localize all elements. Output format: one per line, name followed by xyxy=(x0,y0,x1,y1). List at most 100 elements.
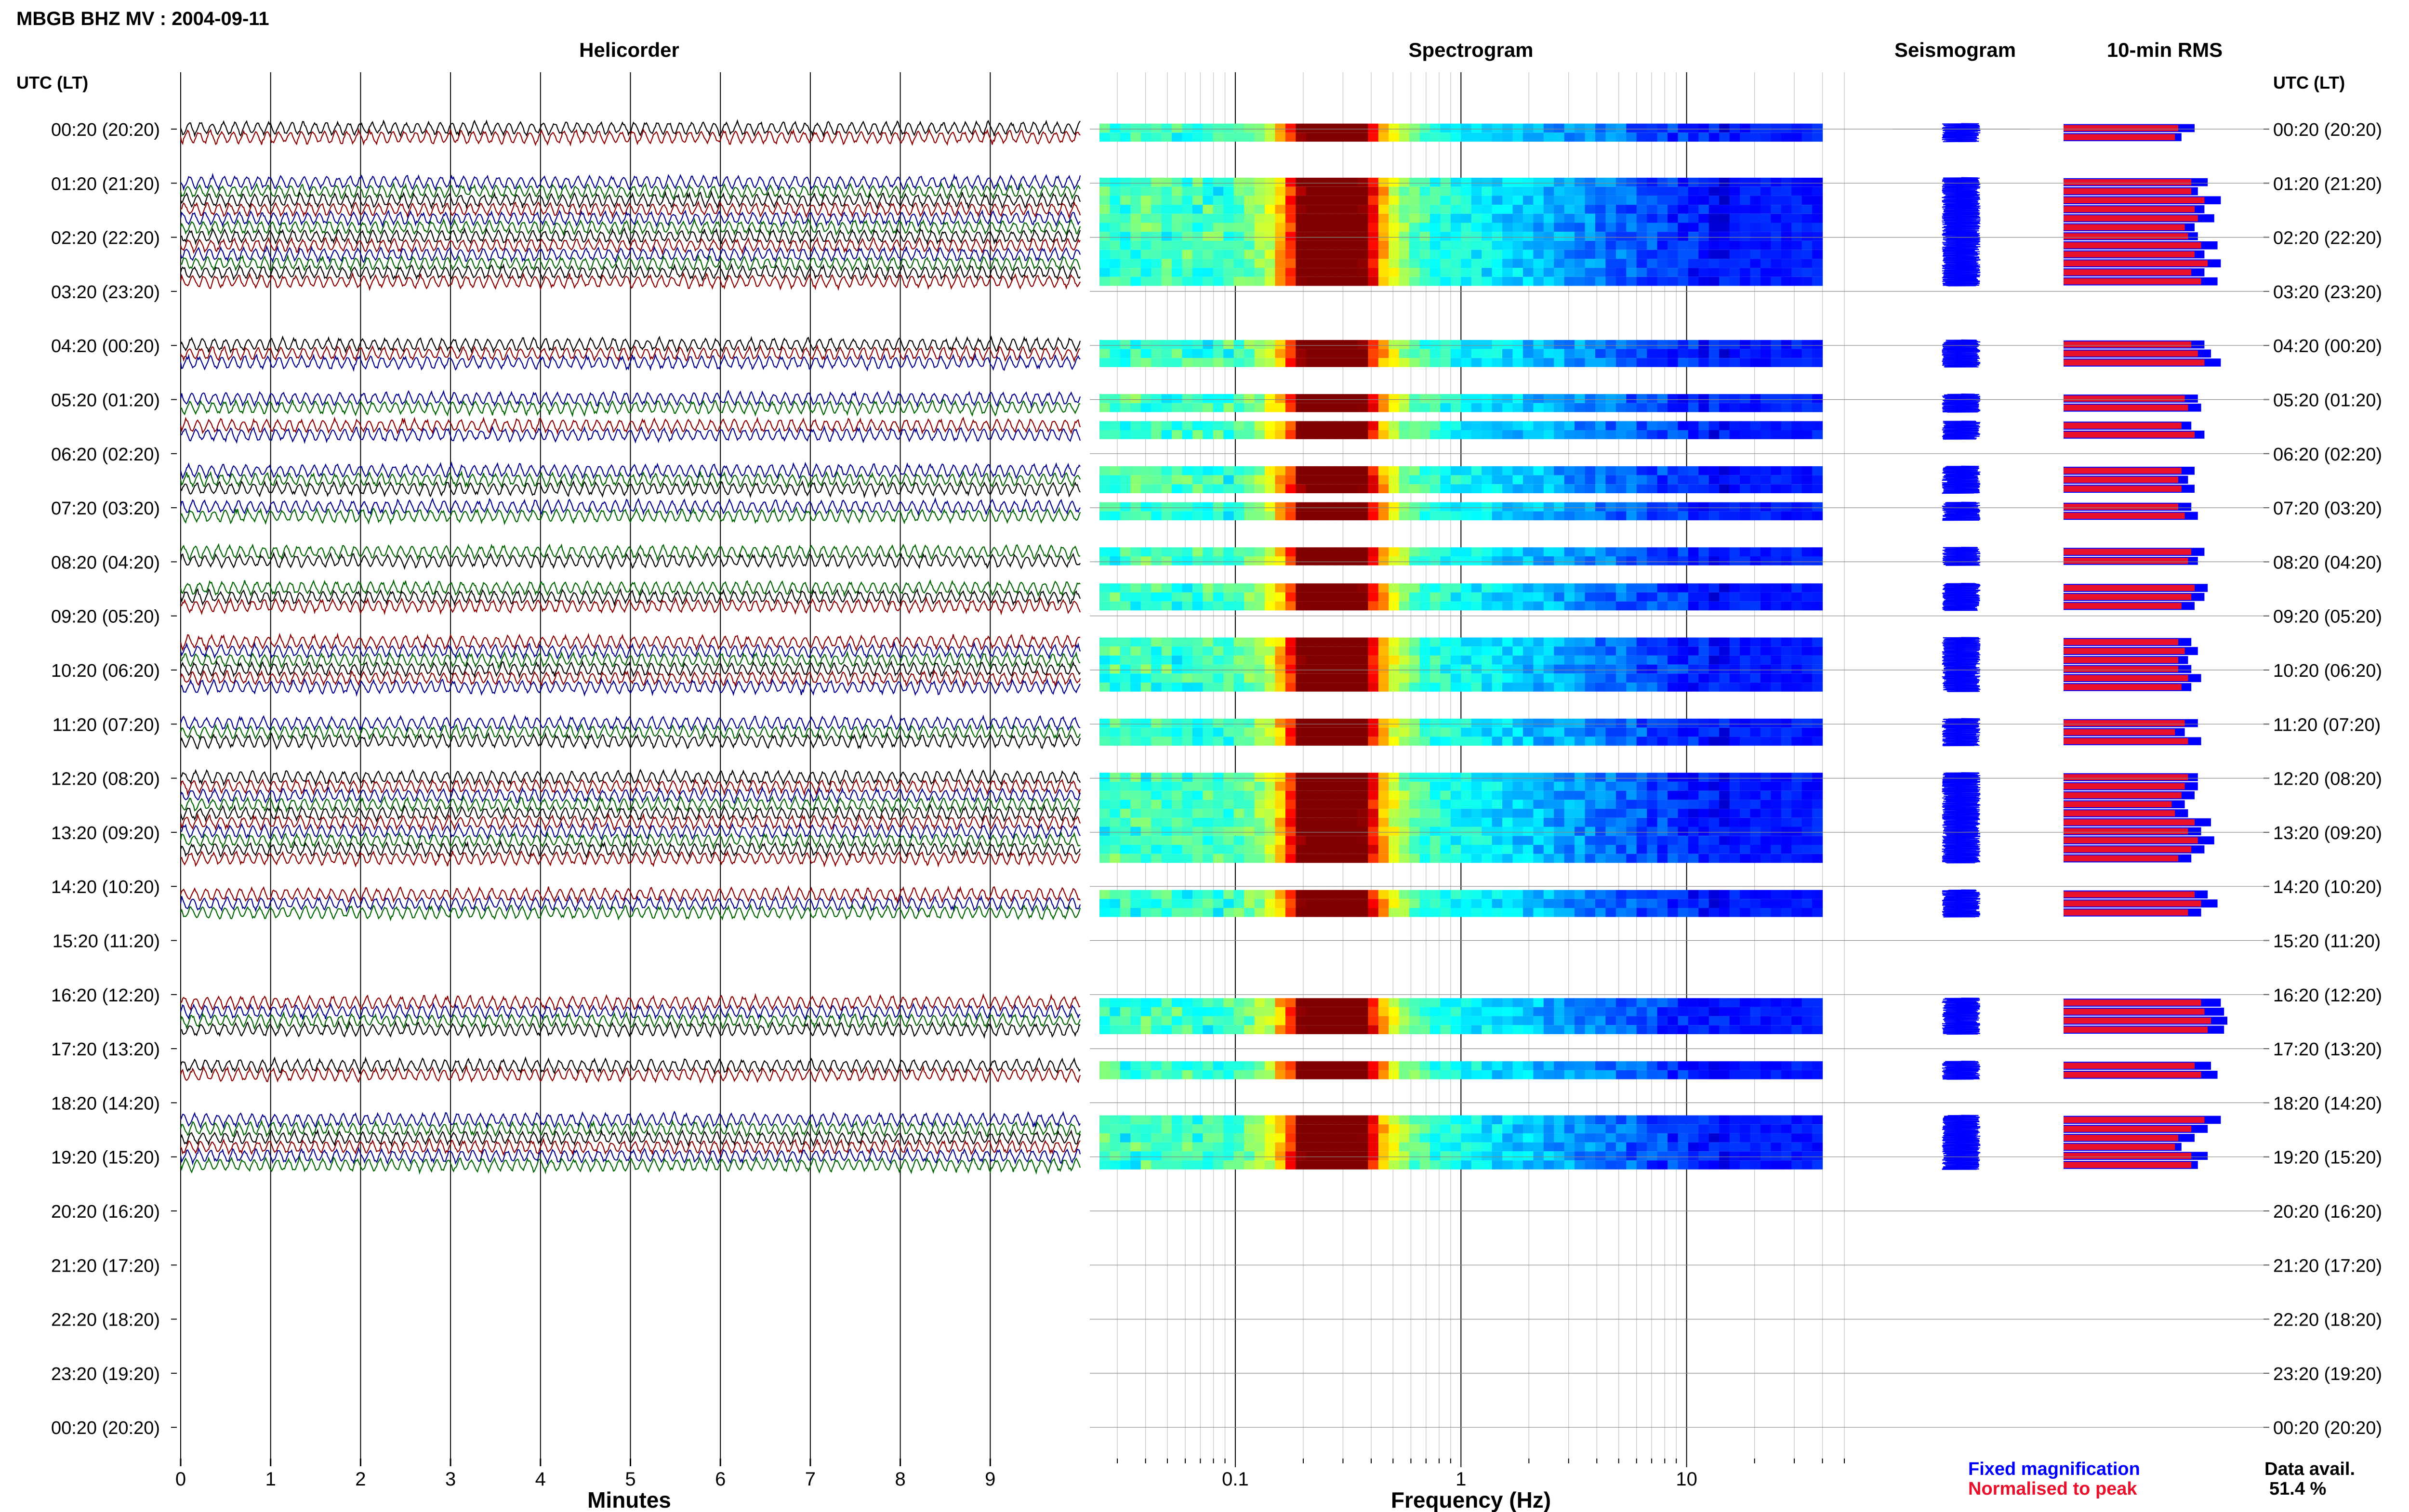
spectrogram-cell xyxy=(1708,601,1720,611)
spectrogram-cell xyxy=(1482,718,1493,728)
spectrogram-cell xyxy=(1791,718,1802,728)
spectrogram-cell xyxy=(1151,782,1162,791)
spectrogram-cell xyxy=(1688,177,1699,187)
spectrogram-cell xyxy=(1378,899,1389,908)
spectrogram-cell xyxy=(1647,502,1658,512)
spectrogram-cell xyxy=(1615,655,1627,665)
spectrogram-cell xyxy=(1502,683,1513,692)
spectrogram-cell xyxy=(1564,421,1575,430)
spectrogram-cell xyxy=(1389,809,1400,818)
spectrogram-cell xyxy=(1482,268,1493,277)
spectrogram-cell xyxy=(1585,241,1596,250)
spectrogram-cell xyxy=(1719,1160,1730,1170)
spectrogram-cell xyxy=(1409,1151,1420,1160)
spectrogram-cell xyxy=(1285,349,1296,358)
spectrogram-cell xyxy=(1182,394,1193,403)
spectrogram-cell xyxy=(1492,1160,1503,1170)
spectrogram-cell xyxy=(1161,403,1172,412)
spectrogram-cell xyxy=(1368,177,1379,187)
rms-bar-normalised xyxy=(2064,359,2205,366)
spectrogram-cell xyxy=(1708,1133,1720,1143)
spectrogram-cell xyxy=(1657,583,1668,592)
spectrogram-cell xyxy=(1099,592,1110,602)
spectrogram-cell xyxy=(1522,223,1534,232)
spectrogram-cell xyxy=(1151,268,1162,277)
spectrogram-cell xyxy=(1678,1070,1689,1079)
spectrogram-cell xyxy=(1172,268,1183,277)
spectrogram-cell xyxy=(1605,655,1616,665)
spectrogram-cell xyxy=(1233,773,1244,782)
spectrogram-cell xyxy=(1130,998,1141,1007)
spectrogram-cell xyxy=(1110,683,1121,692)
spectrogram-cell xyxy=(1099,1061,1110,1070)
spectrogram-cell xyxy=(1668,1133,1679,1143)
spectrogram-cell xyxy=(1543,809,1554,818)
spectrogram-cell xyxy=(1585,673,1596,683)
spectrogram-cell xyxy=(1615,547,1627,556)
spectrogram-cell xyxy=(1430,809,1441,818)
spectrogram-cell xyxy=(1492,800,1503,809)
spectrogram-cell xyxy=(1533,736,1544,746)
spectrogram-cell xyxy=(1461,727,1472,737)
spectrogram-cell xyxy=(1522,123,1534,133)
rms-bar-normalised xyxy=(2064,179,2192,185)
spectrogram-cell xyxy=(1192,349,1203,358)
spectrogram-cell xyxy=(1750,727,1761,737)
spectrogram-cell xyxy=(1203,1070,1214,1079)
spectrogram-cell xyxy=(1678,782,1689,791)
spectrogram-cell xyxy=(1812,223,1823,232)
spectrogram-cell xyxy=(1626,132,1637,142)
spectrogram-cell xyxy=(1285,358,1296,367)
spectrogram-cell xyxy=(1213,1016,1224,1026)
spectrogram-cell xyxy=(1378,1133,1389,1143)
spectrogram-cell xyxy=(1389,1133,1400,1143)
spectrogram-cell xyxy=(1595,773,1606,782)
spectrogram-cell xyxy=(1275,592,1286,602)
spectrogram-cell xyxy=(1781,250,1792,259)
spectrogram-cell xyxy=(1326,899,1337,908)
spectrogram-cell xyxy=(1564,213,1575,223)
spectrogram-cell xyxy=(1595,1007,1606,1016)
spectrogram-cell xyxy=(1688,394,1699,403)
spectrogram-cell xyxy=(1502,177,1513,187)
spectrogram-cell xyxy=(1564,727,1575,737)
spectrogram-cell xyxy=(1564,998,1575,1007)
spectrogram-cell xyxy=(1233,276,1244,286)
spectrogram-cell xyxy=(1729,123,1740,133)
spectrogram-cell xyxy=(1461,466,1472,475)
spectrogram-cell xyxy=(1120,736,1131,746)
spectrogram-cell xyxy=(1192,592,1203,602)
spectrogram-cell xyxy=(1110,349,1121,358)
spectrogram-cell xyxy=(1760,358,1771,367)
spectrogram-cell xyxy=(1316,664,1327,674)
spectrogram-cell xyxy=(1203,232,1214,241)
spectrogram-cell xyxy=(1471,1151,1482,1160)
hour-label-right: 12:20 (08:20) xyxy=(2273,769,2382,789)
spectrogram-cell xyxy=(1708,213,1720,223)
spectrogram-cell xyxy=(1740,213,1751,223)
spectrogram-cell xyxy=(1182,349,1193,358)
spectrogram-cell xyxy=(1357,502,1368,512)
spectrogram-cell xyxy=(1533,547,1544,556)
spectrogram-cell xyxy=(1657,547,1668,556)
rms-bar-normalised xyxy=(2064,684,2182,690)
spectrogram-cell xyxy=(1161,890,1172,899)
spectrogram-cell xyxy=(1161,800,1172,809)
spectrogram-cell xyxy=(1522,340,1534,349)
spectrogram-cell xyxy=(1719,854,1730,863)
spectrogram-cell xyxy=(1419,998,1430,1007)
spectrogram-cell xyxy=(1781,854,1792,863)
spectrogram-cell xyxy=(1688,241,1699,250)
spectrogram-cell xyxy=(1223,773,1234,782)
spectrogram-cell xyxy=(1698,259,1709,268)
spectrogram-cell xyxy=(1791,268,1802,277)
spectrogram-cell xyxy=(1182,1025,1193,1034)
spectrogram-cell xyxy=(1482,827,1493,836)
spectrogram-cell xyxy=(1698,817,1709,827)
spectrogram-cell xyxy=(1337,340,1348,349)
spectrogram-cell xyxy=(1140,601,1152,611)
spectrogram-cell xyxy=(1254,123,1265,133)
spectrogram-cell xyxy=(1575,232,1586,241)
spectrogram-cell xyxy=(1110,736,1121,746)
spectrogram-cell xyxy=(1306,998,1317,1007)
